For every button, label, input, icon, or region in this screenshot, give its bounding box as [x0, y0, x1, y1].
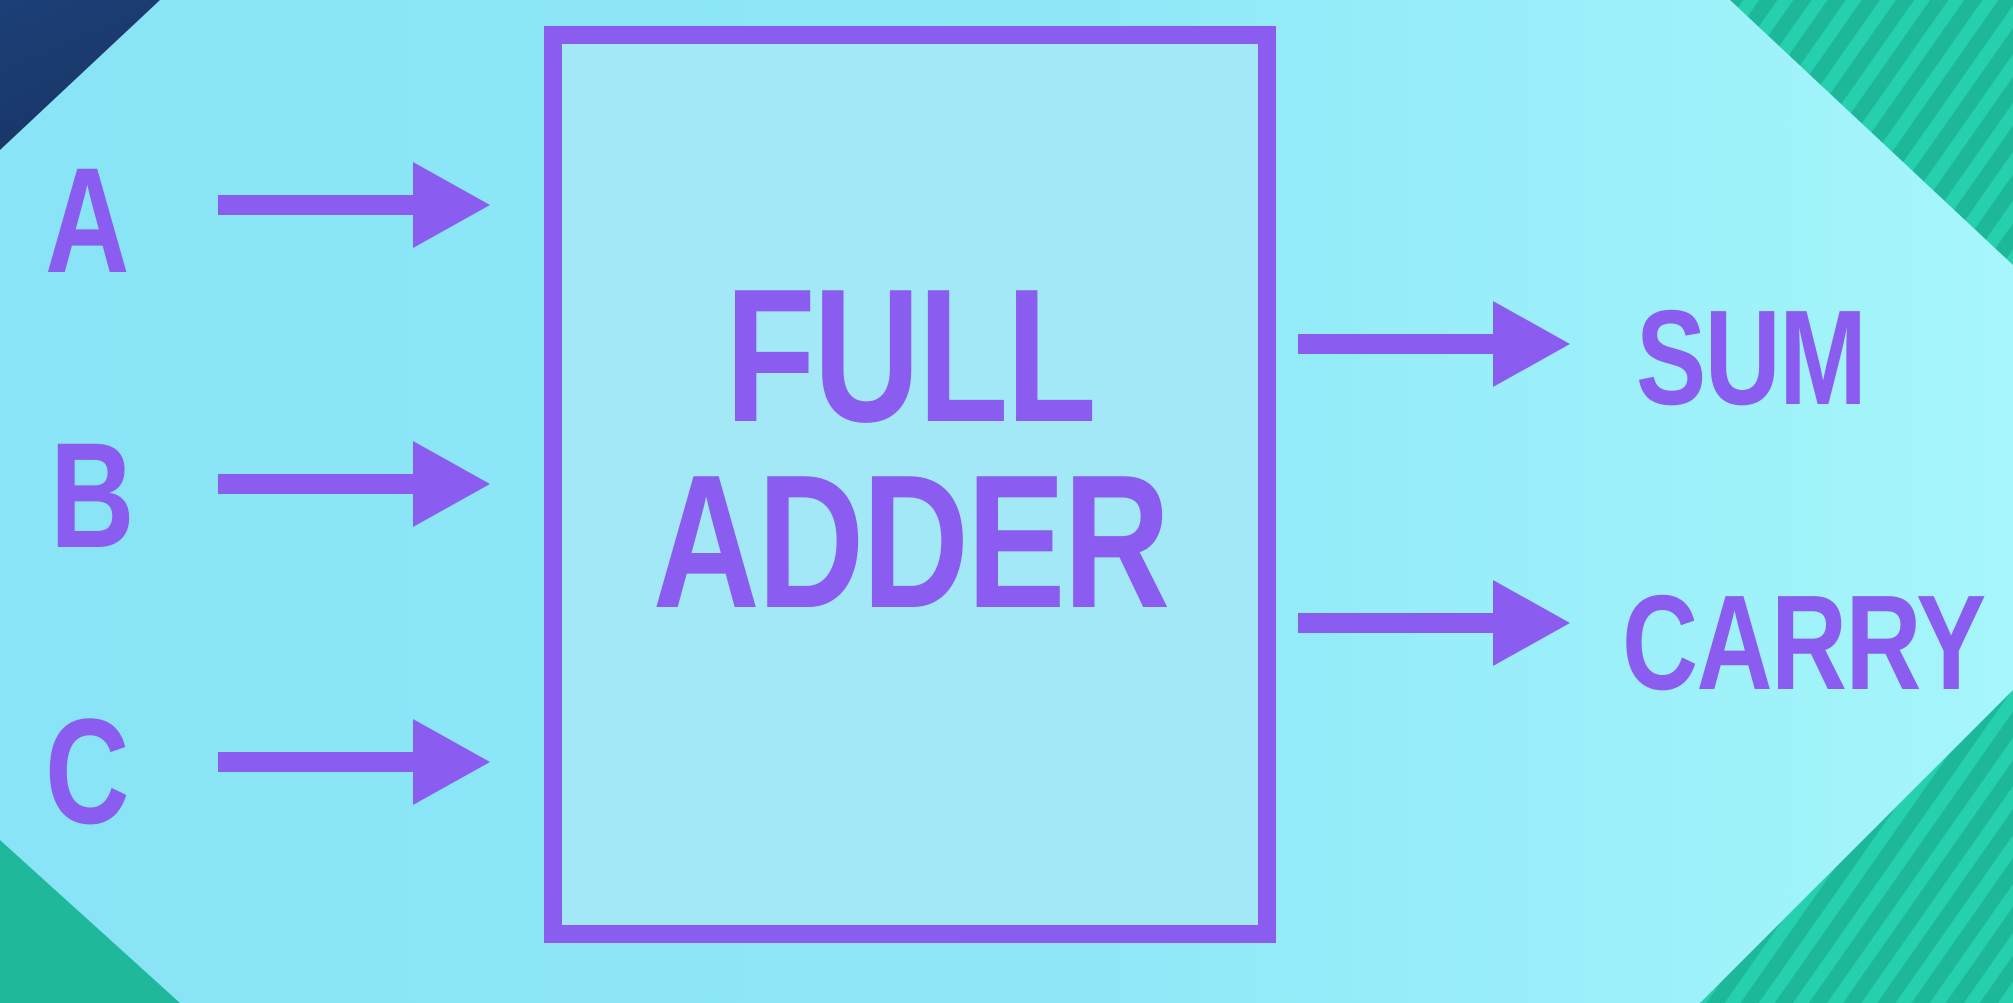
input-label-a: A — [45, 136, 130, 304]
block-title-line-1: FULL — [725, 250, 1097, 462]
input-label-c: C — [45, 687, 130, 855]
input-arrows — [218, 162, 490, 805]
block-title-line-2: ADDER — [652, 436, 1170, 649]
input-label-b: B — [50, 411, 135, 579]
output-arrows — [1298, 301, 1570, 666]
block-title: FULL ADDER — [553, 250, 1267, 649]
output-label-sum: SUM — [1636, 282, 1867, 433]
input-arrow-b — [218, 441, 490, 527]
input-arrow-a — [218, 162, 490, 248]
output-arrow-carry — [1298, 580, 1570, 666]
input-arrow-c — [218, 719, 490, 805]
output-arrow-sum — [1298, 301, 1570, 387]
full-adder-block — [544, 26, 1276, 943]
output-label-carry: CARRY — [1622, 567, 1986, 718]
